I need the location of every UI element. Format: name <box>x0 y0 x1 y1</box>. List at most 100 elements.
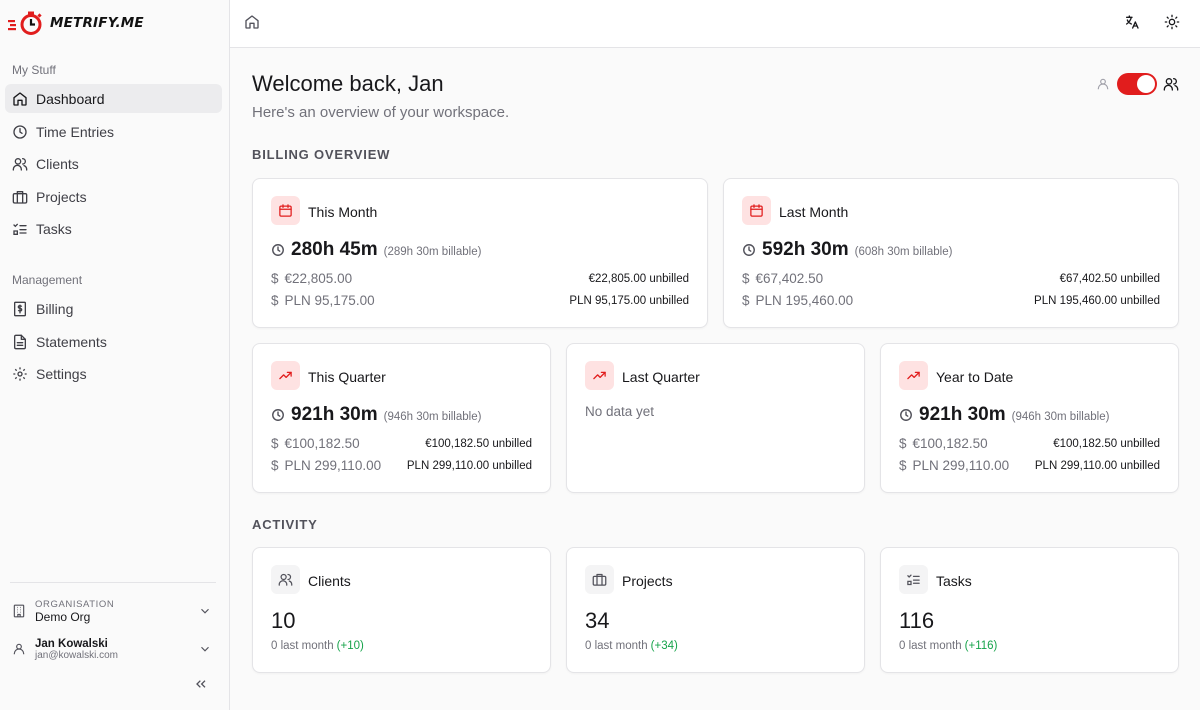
stat-subtext: 0 last month (+10) <box>271 640 364 652</box>
section-label-management: Management <box>12 273 83 287</box>
stat-subtext: 0 last month (+116) <box>899 640 997 652</box>
sidebar-item-settings[interactable]: Settings <box>5 359 222 388</box>
sidebar-item-time-entries[interactable]: Time Entries <box>5 117 222 146</box>
user-menu[interactable]: Jan Kowalski jan@kowalski.com <box>10 634 216 664</box>
sidebar-item-dashboard[interactable]: Dashboard <box>5 84 222 113</box>
stat-last-month: 0 last month <box>585 640 648 652</box>
activity-card-projects[interactable]: Projects 34 0 last month (+34) <box>566 547 865 673</box>
user-name: Jan Kowalski <box>35 637 108 650</box>
calendar-icon <box>750 204 763 217</box>
billing-card-last-month[interactable]: Last Month 592h 30m (608h 30m billable) … <box>723 178 1179 328</box>
sidebar: METRIFY.ME My Stuff Dashboard Time Entri… <box>0 0 230 710</box>
pln-amount: PLN 299,110.00 <box>912 458 1010 473</box>
sidebar-item-label: Dashboard <box>36 90 105 107</box>
pln-unbilled: PLN 95,175.00 unbilled <box>569 294 689 307</box>
dollar-icon: $ <box>271 293 279 308</box>
hours-total: 921h 30m <box>919 404 1006 425</box>
card-icon-box <box>271 196 300 225</box>
home-icon[interactable] <box>244 14 260 30</box>
stat-count: 34 <box>585 608 610 633</box>
organisation-label: ORGANISATION <box>35 598 115 610</box>
dollar-icon: $ <box>742 271 750 286</box>
activity-card-tasks[interactable]: Tasks 116 0 last month (+116) <box>880 547 1179 673</box>
eur-unbilled: €100,182.50 unbilled <box>1053 437 1160 450</box>
clock-icon <box>743 244 755 256</box>
dollar-icon: $ <box>271 271 279 286</box>
trending-up-icon <box>279 371 292 380</box>
personal-team-toggle[interactable] <box>1117 73 1157 95</box>
eur-amount: €100,182.50 <box>912 436 988 451</box>
stat-count: 10 <box>271 608 296 633</box>
pln-unbilled: PLN 195,460.00 unbilled <box>1034 294 1160 307</box>
clock-icon <box>13 124 27 139</box>
dollar-icon: $ <box>899 436 907 451</box>
dollar-icon: $ <box>742 293 750 308</box>
card-title: Clients <box>308 573 351 589</box>
user-icon <box>1097 78 1109 90</box>
sidebar-item-statements[interactable]: Statements <box>5 327 222 356</box>
sidebar-item-clients[interactable]: Clients <box>5 149 222 178</box>
dollar-icon: $ <box>271 458 279 473</box>
organisation-name: Demo Org <box>35 609 91 624</box>
sun-icon[interactable] <box>1164 14 1180 30</box>
calendar-icon <box>279 204 292 217</box>
sidebar-item-label: Projects <box>36 188 87 205</box>
page-title: Welcome back, Jan <box>252 71 444 96</box>
stat-delta: (+34) <box>650 640 678 652</box>
language-icon[interactable] <box>1124 14 1140 30</box>
main-content: Welcome back, Jan Here's an overview of … <box>230 48 1200 710</box>
stat-delta: (+10) <box>336 640 364 652</box>
pln-amount: PLN 95,175.00 <box>284 293 375 308</box>
app-logo[interactable]: METRIFY.ME <box>8 10 144 36</box>
hours-total: 921h 30m <box>291 404 378 425</box>
card-icon-box <box>585 565 614 594</box>
sidebar-item-label: Statements <box>36 333 107 350</box>
card-title: Year to Date <box>936 369 1014 385</box>
users-icon <box>12 157 28 171</box>
sidebar-divider <box>10 582 216 583</box>
pln-row: $ PLN 299,110.00 PLN 299,110.00 unbilled <box>271 458 532 473</box>
card-icon-box <box>899 565 928 594</box>
no-data-text: No data yet <box>585 404 655 419</box>
pln-amount: PLN 195,460.00 <box>755 293 854 308</box>
hours-billable: (946h 30m billable) <box>1011 411 1110 423</box>
stat-last-month: 0 last month <box>271 640 334 652</box>
eur-unbilled: €22,805.00 unbilled <box>588 272 689 285</box>
card-title: Last Quarter <box>622 369 700 385</box>
sidebar-item-projects[interactable]: Projects <box>5 182 222 211</box>
sidebar-item-tasks[interactable]: Tasks <box>5 214 222 243</box>
users-icon <box>1163 78 1179 91</box>
sidebar-item-label: Clients <box>36 155 79 172</box>
activity-heading: ACTIVITY <box>252 517 318 532</box>
card-icon-box <box>585 361 614 390</box>
home-icon <box>13 91 27 106</box>
billing-card-this-month[interactable]: This Month 280h 45m (289h 30m billable) … <box>252 178 708 328</box>
eur-amount: €67,402.50 <box>755 271 824 286</box>
clock-icon <box>272 409 284 421</box>
billing-card-this-quarter[interactable]: This Quarter 921h 30m (946h 30m billable… <box>252 343 551 493</box>
trending-up-icon <box>907 371 920 380</box>
eur-row: $ €100,182.50 €100,182.50 unbilled <box>271 436 532 451</box>
gear-icon <box>13 366 27 381</box>
card-title: This Month <box>308 204 378 220</box>
billing-card-year-to-date[interactable]: Year to Date 921h 30m (946h 30m billable… <box>880 343 1179 493</box>
collapse-sidebar-icon[interactable] <box>193 676 209 692</box>
users-icon <box>278 573 293 586</box>
billing-card-last-quarter[interactable]: Last Quarter No data yet <box>566 343 865 493</box>
hours-billable: (608h 30m billable) <box>854 246 953 258</box>
trending-up-icon <box>593 371 606 380</box>
card-icon-box <box>271 361 300 390</box>
sidebar-item-label: Time Entries <box>36 123 115 140</box>
stat-count: 116 <box>899 608 935 633</box>
card-icon-box <box>742 196 771 225</box>
pln-unbilled: PLN 299,110.00 unbilled <box>1034 459 1160 472</box>
organisation-switcher[interactable]: ORGANISATION Demo Org <box>10 594 216 628</box>
toggle-knob <box>1137 75 1155 93</box>
chevron-down-icon <box>201 646 209 652</box>
sidebar-item-label: Settings <box>36 365 87 382</box>
card-icon-box <box>899 361 928 390</box>
sidebar-item-label: Tasks <box>36 220 72 237</box>
sidebar-item-billing[interactable]: Billing <box>5 294 222 323</box>
eur-row: $ €67,402.50 €67,402.50 unbilled <box>742 271 1160 286</box>
activity-card-clients[interactable]: Clients 10 0 last month (+10) <box>252 547 551 673</box>
